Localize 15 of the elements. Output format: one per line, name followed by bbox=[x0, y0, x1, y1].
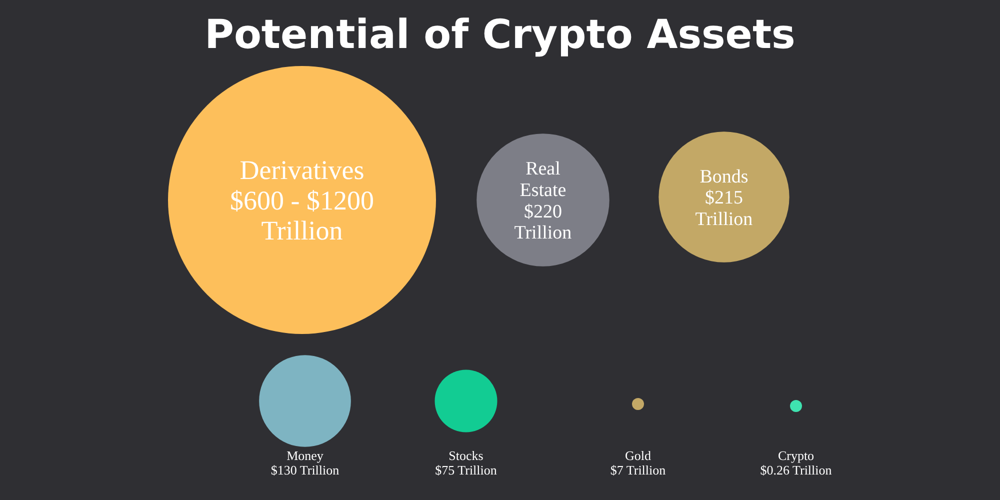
data-label: $215 Trillion bbox=[695, 188, 754, 230]
data-label: $0.26 Trillion bbox=[760, 462, 832, 478]
category-label: Bonds bbox=[700, 166, 748, 188]
category-label: Real Estate bbox=[520, 158, 566, 202]
data-label: $600 - $1200 Trillion bbox=[230, 185, 374, 246]
data-label: $220 Trillion bbox=[514, 201, 572, 244]
category-label: Crypto bbox=[778, 448, 814, 463]
data-label: $130 Trillion bbox=[270, 462, 340, 478]
category-label: Gold bbox=[625, 448, 652, 463]
category-label: Derivatives bbox=[240, 155, 364, 186]
data-label: $75 Trillion bbox=[435, 462, 498, 478]
text: Potential of Crypto Assets bbox=[204, 12, 796, 58]
category-label: Stocks bbox=[448, 448, 484, 463]
data-label: $7 Trillion bbox=[610, 462, 666, 478]
category-label: Money bbox=[286, 448, 324, 463]
